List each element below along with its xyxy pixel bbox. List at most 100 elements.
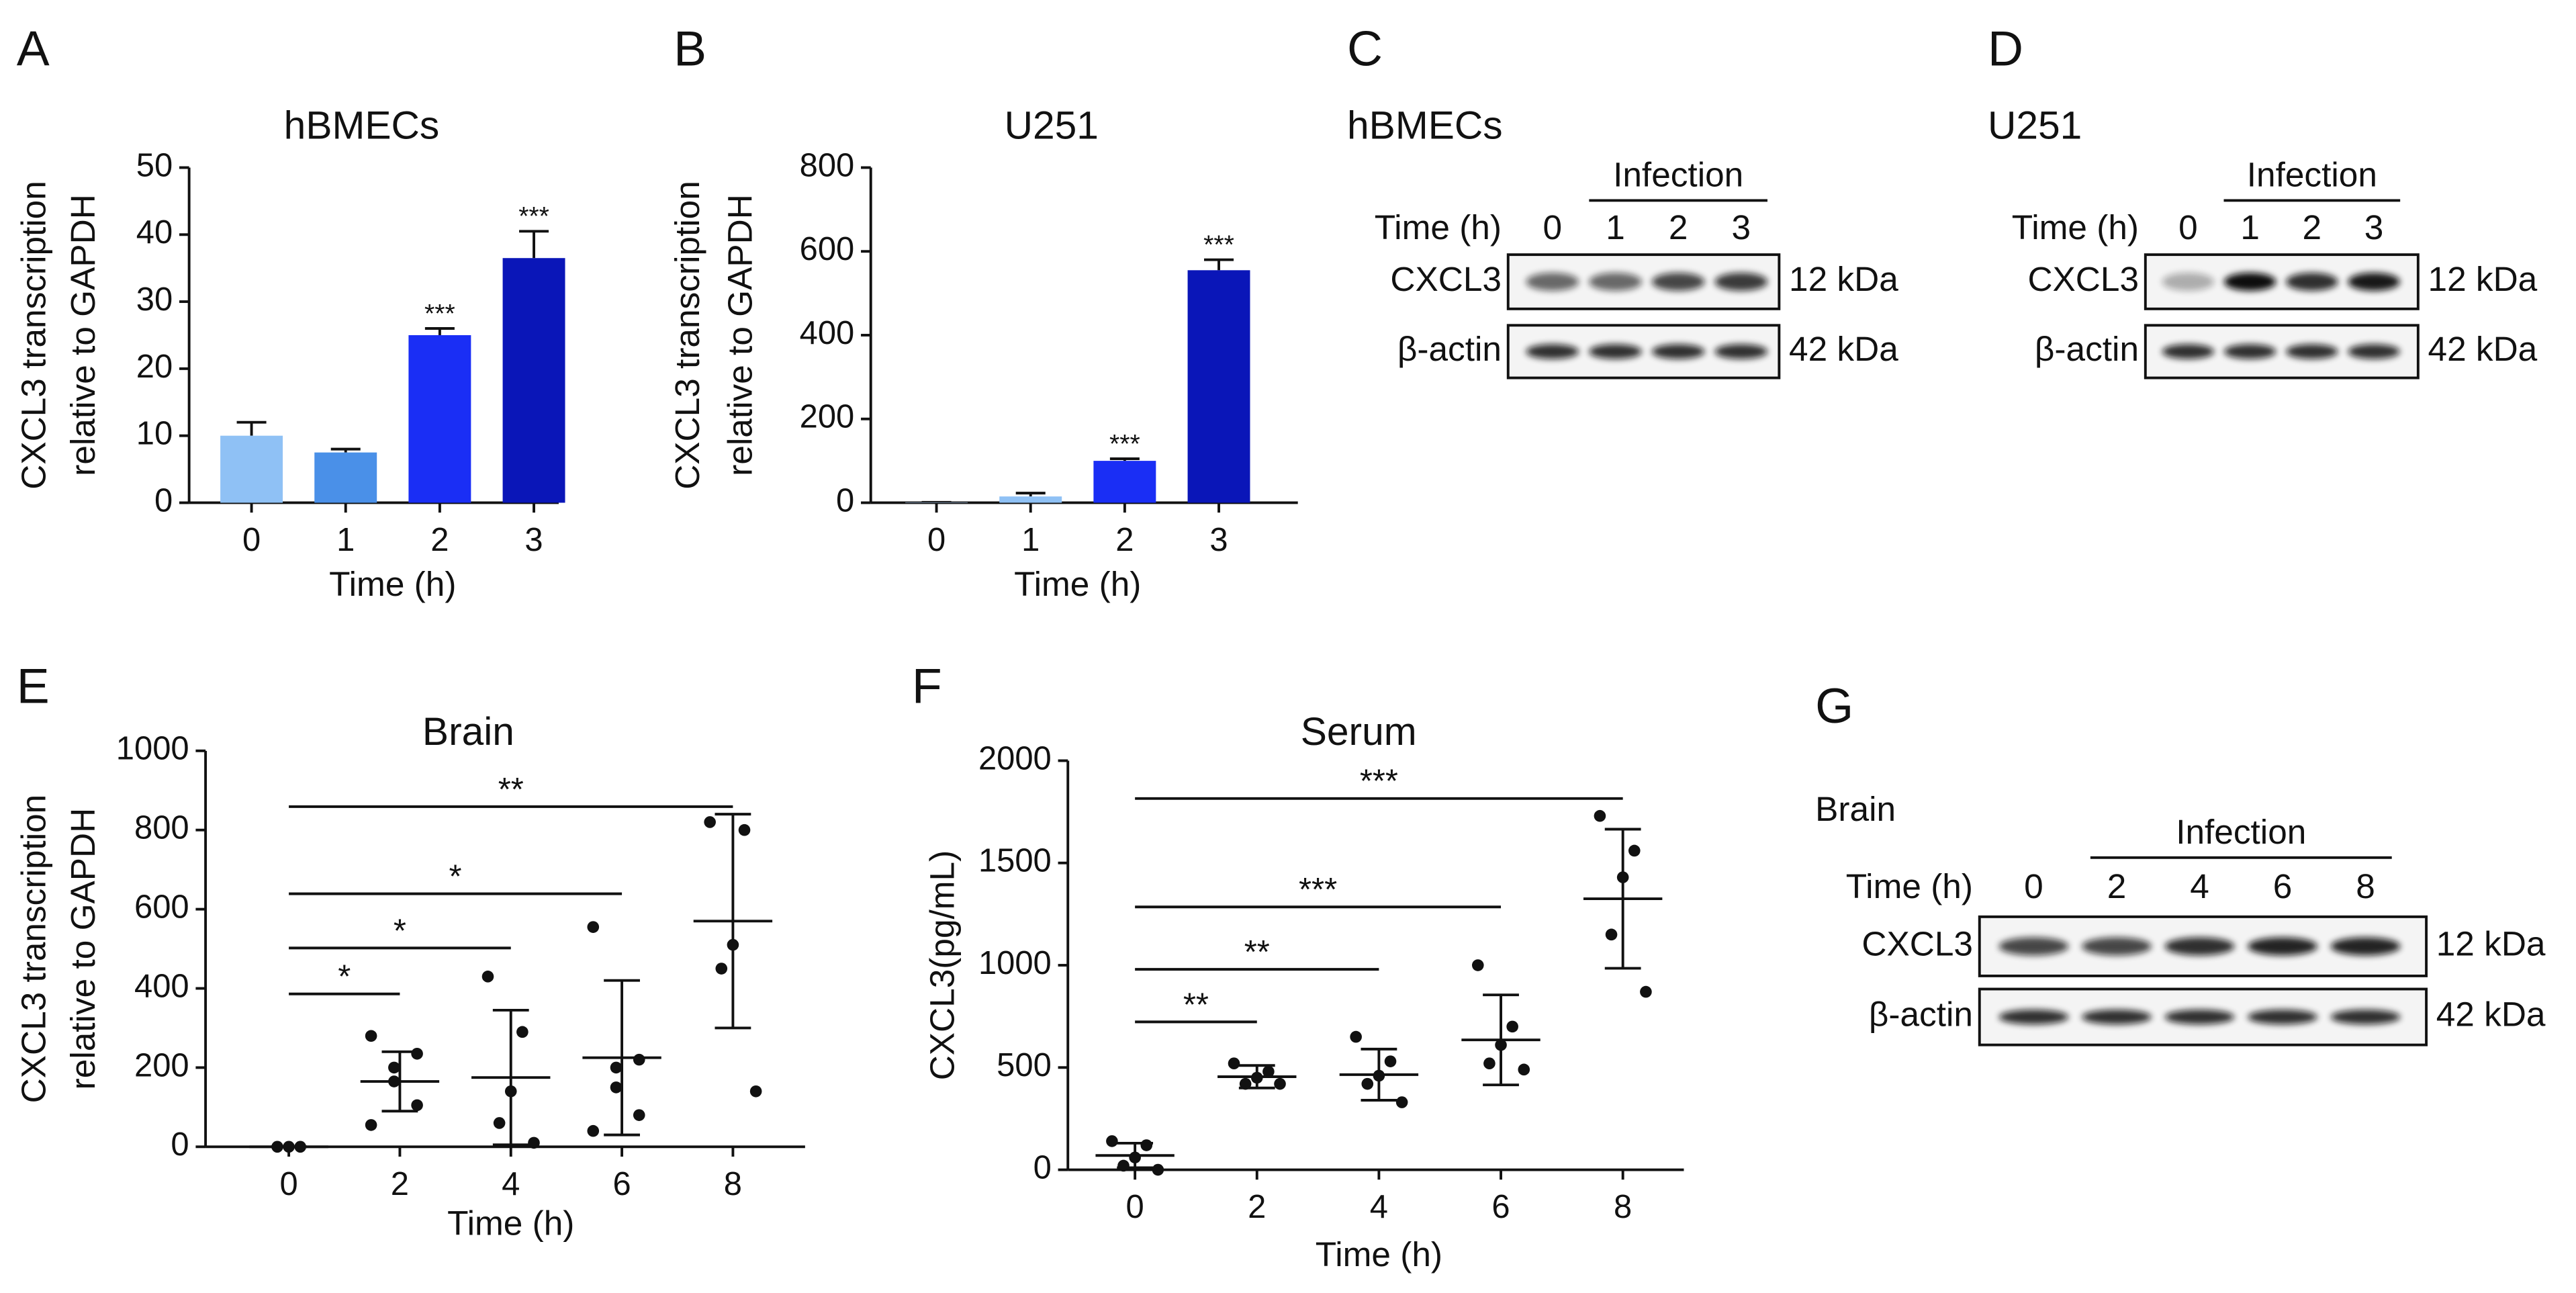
row-label: CXCL3 (1390, 260, 1502, 298)
y-tick-label: 0 (171, 1126, 189, 1163)
band (2248, 937, 2317, 956)
data-point (1140, 1139, 1153, 1151)
x-tick-label: 4 (1370, 1189, 1388, 1225)
lane-label: 0 (2024, 867, 2043, 905)
row-label: CXCL3 (1861, 924, 1973, 963)
chart-title: Serum (1301, 710, 1417, 754)
bar (905, 502, 968, 503)
significance: * (338, 959, 351, 995)
lane-label: 0 (1543, 208, 1563, 247)
size-label: 12 kDa (2428, 260, 2538, 298)
band (1998, 1010, 2069, 1025)
data-point (516, 1026, 528, 1038)
data-point (1616, 871, 1629, 883)
size-label: 42 kDa (2428, 330, 2538, 368)
data-point (1239, 1077, 1252, 1090)
data-point (587, 1124, 600, 1137)
panel-label: E (17, 659, 50, 714)
bar (220, 435, 283, 503)
y-tick-label: 1000 (978, 945, 1052, 981)
band (2248, 1010, 2317, 1025)
row-label: β-actin (2035, 330, 2139, 368)
data-point (610, 1061, 623, 1074)
row-label: β-actin (1869, 995, 1973, 1034)
lane-label: 8 (2356, 867, 2375, 905)
data-point (1628, 844, 1641, 857)
lane-label: 6 (2273, 867, 2293, 905)
data-point (365, 1119, 377, 1131)
y-axis-label: CXCL3(pg/mL) (923, 850, 961, 1081)
band (1589, 344, 1642, 359)
data-point (1228, 1057, 1240, 1070)
blot-title: U251 (1988, 103, 2082, 147)
data-point (493, 1117, 506, 1129)
data-point (1594, 809, 1606, 822)
data-point (1495, 1038, 1507, 1051)
bar (408, 335, 471, 503)
chart-title: U251 (1005, 103, 1099, 147)
lane-label: 4 (2190, 867, 2209, 905)
data-point (749, 1085, 762, 1098)
y-tick-label: 200 (800, 399, 855, 435)
x-tick-label: 0 (927, 522, 946, 558)
lane-label: 1 (2240, 208, 2260, 247)
x-axis-label: Time (h) (447, 1204, 574, 1242)
size-label: 42 kDa (2436, 995, 2546, 1034)
panel-label: D (1988, 21, 2023, 77)
x-tick-label: 2 (430, 522, 449, 558)
data-point (1129, 1151, 1141, 1164)
x-axis-label: Time (h) (1316, 1235, 1442, 1274)
data-point (738, 823, 751, 836)
lane-label: 1 (1606, 208, 1625, 247)
data-point (1605, 928, 1618, 941)
data-point (587, 921, 600, 933)
band (1526, 344, 1579, 359)
time-label: Time (h) (1375, 208, 1502, 247)
y-tick-label: 40 (136, 214, 173, 251)
band (1714, 273, 1768, 291)
significance: ** (1244, 934, 1270, 971)
lane-label: 3 (2364, 208, 2384, 247)
x-tick-label: 0 (279, 1166, 297, 1202)
band (2164, 937, 2235, 956)
x-tick-label: 2 (391, 1166, 409, 1202)
bar (1187, 270, 1250, 503)
data-point (504, 1085, 517, 1098)
size-label: 42 kDa (1789, 330, 1898, 368)
panel-label: C (1347, 21, 1383, 77)
data-point (528, 1136, 540, 1149)
group-label: Infection (2176, 813, 2306, 851)
y-axis-label: CXCL3 transcription (15, 181, 53, 490)
y-axis-label: CXCL3 transcription (15, 795, 53, 1104)
x-axis-label: Time (h) (329, 565, 456, 603)
data-point (1274, 1077, 1286, 1090)
significance: * (449, 859, 462, 895)
data-point (1395, 1096, 1408, 1108)
y-tick-label: 800 (134, 810, 189, 846)
y-tick-label: 400 (134, 968, 189, 1004)
y-tick-label: 500 (997, 1047, 1052, 1083)
x-axis-label: Time (h) (1014, 565, 1141, 603)
x-tick-label: 1 (1021, 522, 1040, 558)
chart-title: Brain (422, 710, 514, 754)
y-tick-label: 20 (136, 349, 173, 385)
blot-title: hBMECs (1347, 103, 1503, 147)
y-tick-label: 30 (136, 281, 173, 318)
y-tick-label: 800 (800, 147, 855, 183)
significance: *** (1360, 764, 1398, 800)
data-point (283, 1141, 295, 1153)
data-point (271, 1141, 283, 1153)
y-tick-label: 0 (154, 482, 173, 519)
significance: *** (1109, 430, 1140, 459)
bar (314, 452, 377, 503)
data-point (1262, 1065, 1275, 1078)
data-point (1471, 959, 1484, 971)
y-tick-label: 1500 (978, 843, 1052, 879)
significance: ** (1183, 987, 1209, 1023)
data-point (1373, 1069, 1385, 1082)
group-label: Infection (2247, 156, 2377, 194)
y-tick-label: 600 (134, 889, 189, 926)
time-label: Time (h) (1846, 867, 1973, 905)
y-tick-label: 200 (134, 1047, 189, 1083)
